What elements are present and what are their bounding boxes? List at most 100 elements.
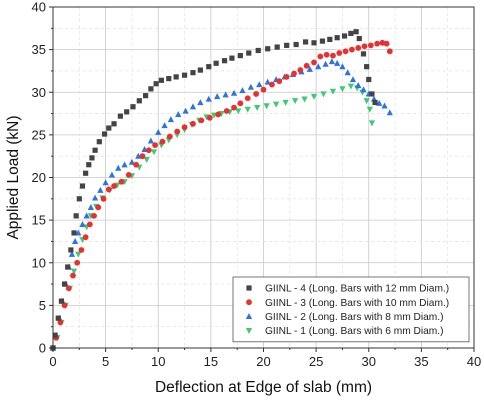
data-point: [293, 41, 299, 48]
series-1: [50, 29, 378, 351]
data-point: [197, 99, 204, 106]
data-point: [381, 102, 388, 109]
data-point: [125, 172, 132, 178]
data-point: [65, 285, 72, 292]
data-point: [347, 83, 354, 90]
data-point: [306, 65, 313, 72]
data-point: [284, 42, 290, 48]
data-point: [89, 155, 95, 161]
x-tick-label: 10: [151, 354, 165, 369]
data-point: [79, 183, 86, 189]
x-axis-title: Deflection at Edge of slab (mm): [155, 379, 372, 396]
data-point: [222, 91, 229, 98]
data-point: [367, 42, 374, 49]
data-point: [70, 268, 78, 275]
data-point: [317, 53, 324, 60]
data-point: [155, 128, 162, 135]
data-point: [366, 76, 372, 83]
data-point: [136, 98, 142, 104]
x-tick-label: 15: [204, 354, 218, 369]
data-point: [297, 67, 304, 73]
data-point: [334, 35, 340, 41]
data-point: [247, 83, 254, 90]
data-point: [256, 81, 263, 88]
data-point: [355, 82, 362, 89]
y-tick-label: 20: [32, 170, 46, 185]
data-point: [95, 204, 102, 211]
data-point: [253, 91, 260, 97]
data-point: [74, 259, 81, 266]
data-point: [189, 103, 197, 110]
data-point: [139, 153, 146, 160]
data-point: [360, 86, 367, 93]
data-point: [229, 55, 235, 61]
data-point: [57, 319, 64, 326]
data-point: [97, 186, 104, 193]
data-point: [311, 40, 317, 46]
data-point: [327, 36, 333, 42]
data-point: [108, 171, 116, 178]
data-point: [175, 111, 182, 118]
data-point: [386, 48, 393, 55]
data-point: [230, 89, 238, 96]
data-point: [322, 60, 329, 67]
data-point: [79, 221, 86, 227]
data-point: [91, 212, 97, 219]
data-point: [101, 131, 108, 137]
data-point: [276, 78, 283, 85]
data-point: [158, 77, 165, 83]
data-point: [383, 40, 390, 47]
data-point: [336, 50, 343, 56]
data-point: [71, 238, 79, 245]
legend-label: GIINL - 4 (Long. Bars with 12 mm Diam.): [265, 284, 449, 295]
data-point: [86, 221, 93, 228]
data-point: [148, 86, 154, 92]
legend-marker: [246, 285, 252, 291]
data-point: [368, 120, 376, 127]
data-point: [143, 156, 150, 163]
data-point: [111, 183, 117, 189]
series-2: [50, 39, 393, 351]
data-point: [353, 29, 359, 35]
x-tick-label: 20: [256, 354, 270, 369]
tick-labels: 0 5 10 15 20 25 30 35 40 0 5 10 15 20 25 30 35 40: [32, 0, 482, 369]
data-point: [282, 99, 289, 106]
data-point: [124, 109, 130, 115]
data-point: [235, 108, 242, 115]
data-point: [206, 64, 212, 70]
data-point: [231, 104, 237, 111]
data-point: [58, 298, 65, 304]
data-point: [291, 70, 297, 77]
legend-box: [232, 276, 470, 343]
data-point: [61, 302, 68, 309]
legend-entry: GIINL - 3 (Long. Bars with 10 mm Diam.): [246, 298, 449, 309]
data-point: [311, 59, 317, 66]
y-tick-label: 10: [32, 255, 46, 270]
data-point: [369, 91, 375, 97]
y-tick-label: 25: [32, 127, 46, 142]
data-point: [349, 46, 355, 53]
data-point: [181, 124, 188, 131]
data-point: [83, 170, 89, 176]
x-tick-label: 35: [414, 354, 428, 369]
data-point: [181, 72, 188, 78]
data-point: [274, 44, 280, 50]
data-point: [334, 59, 341, 66]
data-point: [283, 74, 290, 80]
x-tick-label: 30: [362, 354, 376, 369]
data-point: [159, 138, 166, 145]
series-layer: [49, 29, 393, 352]
data-point: [190, 70, 196, 76]
data-point: [182, 107, 189, 114]
data-point: [265, 46, 271, 52]
data-point: [100, 195, 107, 202]
data-point: [117, 113, 123, 119]
data-point: [206, 114, 213, 121]
data-point: [133, 161, 140, 168]
data-point: [364, 64, 370, 70]
data-point: [61, 281, 68, 287]
x-tick-label: 5: [102, 354, 109, 369]
data-point: [145, 147, 152, 154]
data-point: [269, 81, 275, 88]
